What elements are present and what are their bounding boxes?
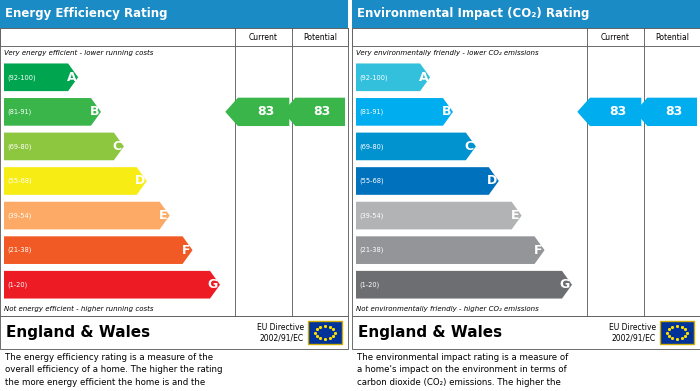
Text: B: B [90,105,99,118]
Text: G: G [560,278,570,291]
Polygon shape [4,63,78,91]
Bar [0,316,348,349]
Text: The environmental impact rating is a measure of
a home's impact on the environme: The environmental impact rating is a mea… [357,353,568,391]
Text: (92-100): (92-100) [359,74,388,81]
Text: Very energy efficient - lower running costs: Very energy efficient - lower running co… [4,50,153,56]
Polygon shape [283,98,345,126]
Polygon shape [4,133,124,160]
Text: EU Directive
2002/91/EC: EU Directive 2002/91/EC [257,323,304,342]
Polygon shape [4,202,169,230]
Text: C: C [113,140,122,153]
Text: (39-54): (39-54) [359,212,384,219]
Text: A: A [66,71,76,84]
Polygon shape [356,271,572,299]
Bar [352,316,700,349]
Text: G: G [208,278,218,291]
Text: (21-38): (21-38) [359,247,384,253]
Bar [352,0,700,28]
Text: Potential: Potential [303,32,337,41]
Text: 83: 83 [257,105,274,118]
Text: Current: Current [601,32,630,41]
Text: Not energy efficient - higher running costs: Not energy efficient - higher running co… [4,306,153,312]
Polygon shape [4,98,101,126]
Text: Current: Current [249,32,278,41]
Text: (55-68): (55-68) [7,178,31,184]
Text: D: D [134,174,145,188]
Text: (21-38): (21-38) [7,247,31,253]
Text: F: F [182,244,190,256]
Bar [660,321,694,344]
Bar [0,0,348,28]
Polygon shape [4,236,192,264]
Text: England & Wales: England & Wales [358,325,502,340]
Text: F: F [534,244,542,256]
Bar [0,28,348,46]
Text: (39-54): (39-54) [7,212,31,219]
Polygon shape [356,167,499,195]
Text: Environmental Impact (CO₂) Rating: Environmental Impact (CO₂) Rating [357,7,589,20]
Text: B: B [442,105,451,118]
Polygon shape [635,98,697,126]
Text: (1-20): (1-20) [7,282,27,288]
Polygon shape [225,98,289,126]
Text: (55-68): (55-68) [359,178,384,184]
Polygon shape [578,98,641,126]
Text: (81-91): (81-91) [359,109,384,115]
Bar [0,28,348,316]
Text: Energy Efficiency Rating: Energy Efficiency Rating [5,7,167,20]
Text: (92-100): (92-100) [7,74,36,81]
Text: D: D [486,174,497,188]
Polygon shape [4,271,220,299]
Text: E: E [511,209,519,222]
Polygon shape [4,167,147,195]
Polygon shape [356,236,545,264]
Text: England & Wales: England & Wales [6,325,150,340]
Bar [308,321,342,344]
Text: (81-91): (81-91) [7,109,31,115]
Text: Potential: Potential [655,32,690,41]
Text: (1-20): (1-20) [359,282,379,288]
Text: Not environmentally friendly - higher CO₂ emissions: Not environmentally friendly - higher CO… [356,306,539,312]
Text: 83: 83 [314,105,330,118]
Text: A: A [419,71,428,84]
Text: 83: 83 [666,105,682,118]
Polygon shape [356,133,476,160]
Text: EU Directive
2002/91/EC: EU Directive 2002/91/EC [609,323,656,342]
Text: The energy efficiency rating is a measure of the
overall efficiency of a home. T: The energy efficiency rating is a measur… [5,353,223,391]
Polygon shape [356,98,453,126]
Bar [352,28,700,316]
Bar [352,28,700,46]
Polygon shape [356,202,522,230]
Polygon shape [356,63,430,91]
Text: 83: 83 [609,105,626,118]
Text: E: E [159,209,168,222]
Text: Very environmentally friendly - lower CO₂ emissions: Very environmentally friendly - lower CO… [356,50,538,56]
Text: (69-80): (69-80) [7,143,31,150]
Text: C: C [465,140,474,153]
Text: (69-80): (69-80) [359,143,384,150]
